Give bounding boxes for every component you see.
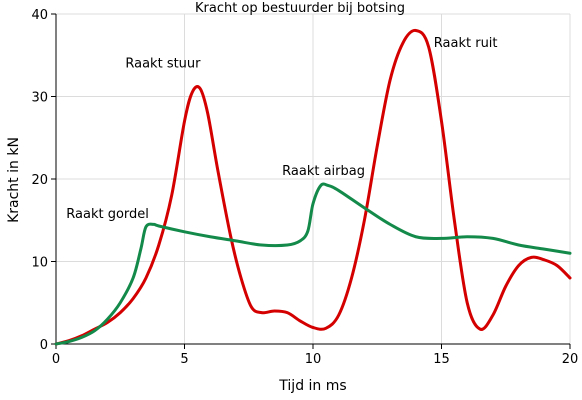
axes: [51, 13, 571, 349]
annotation-label: Raakt gordel: [66, 207, 149, 222]
x-tick-label: 20: [562, 352, 579, 367]
x-tick-label: 15: [433, 352, 450, 367]
annotation-label: Raakt stuur: [125, 57, 201, 72]
chart-title: Kracht op bestuurder bij botsing: [195, 1, 405, 16]
series-layer: [54, 28, 572, 346]
x-axis-label: Tijd in ms: [278, 378, 346, 394]
tick-labels: 0 5 10 15 20 0 10 20 30 40: [31, 8, 578, 367]
y-axis-label: Kracht in kN: [6, 137, 22, 223]
y-tick-label: 20: [31, 173, 48, 188]
x-tick-label: 0: [52, 352, 60, 367]
y-tick-label: 10: [31, 256, 48, 271]
x-tick-label: 5: [180, 352, 188, 367]
annotation-label: Raakt airbag: [282, 164, 365, 179]
series-line-1: [54, 28, 572, 346]
x-tick-label: 10: [305, 352, 322, 367]
annotation-label: Raakt ruit: [434, 36, 498, 51]
annotations: Raakt gordel Raakt stuur Raakt airbag Raakt…: [66, 36, 497, 222]
y-tick-label: 0: [40, 338, 48, 353]
series-line-2: [54, 182, 572, 346]
grid: [56, 13, 571, 344]
y-tick-label: 30: [31, 91, 48, 106]
y-tick-label: 40: [31, 8, 48, 23]
